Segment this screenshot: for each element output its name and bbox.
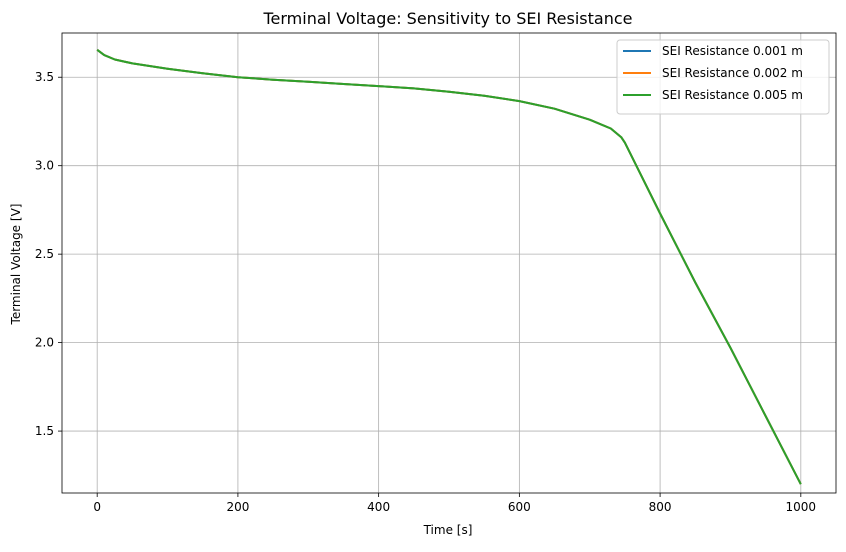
- series-line-3: [96, 49, 802, 485]
- x-axis-label: Time [s]: [423, 523, 473, 537]
- x-tick-label: 1000: [786, 500, 817, 514]
- plot-area-frame: [61, 32, 837, 494]
- axis-ticks: 0 200 400 600 800 1000 1.5 2.0 2.5 3.0 3.5: [35, 70, 816, 514]
- y-tick-label: 3.0: [35, 159, 54, 173]
- y-axis-label: Terminal Voltage [V]: [9, 204, 23, 326]
- legend-label: SEI Resistance 0.002 m: [662, 66, 803, 80]
- legend-box: [616, 39, 830, 115]
- y-tick-label: 2.5: [35, 247, 54, 261]
- y-tick-label: 3.5: [35, 70, 54, 84]
- x-tick-label: 800: [649, 500, 672, 514]
- legend-label: SEI Resistance 0.001 m: [662, 44, 803, 58]
- y-tick-label: 1.5: [35, 424, 54, 438]
- series-lines: [96, 49, 802, 485]
- chart-title: Terminal Voltage: Sensitivity to SEI Res…: [262, 9, 632, 28]
- x-tick-label: 600: [508, 500, 531, 514]
- legend: SEI Resistance 0.001 m SEI Resistance 0.0…: [616, 39, 830, 115]
- y-tick-label: 2.0: [35, 336, 54, 350]
- x-tick-label: 400: [367, 500, 390, 514]
- x-tick-label: 0: [93, 500, 101, 514]
- legend-label: SEI Resistance 0.005 m: [662, 88, 803, 102]
- x-tick-label: 200: [226, 500, 249, 514]
